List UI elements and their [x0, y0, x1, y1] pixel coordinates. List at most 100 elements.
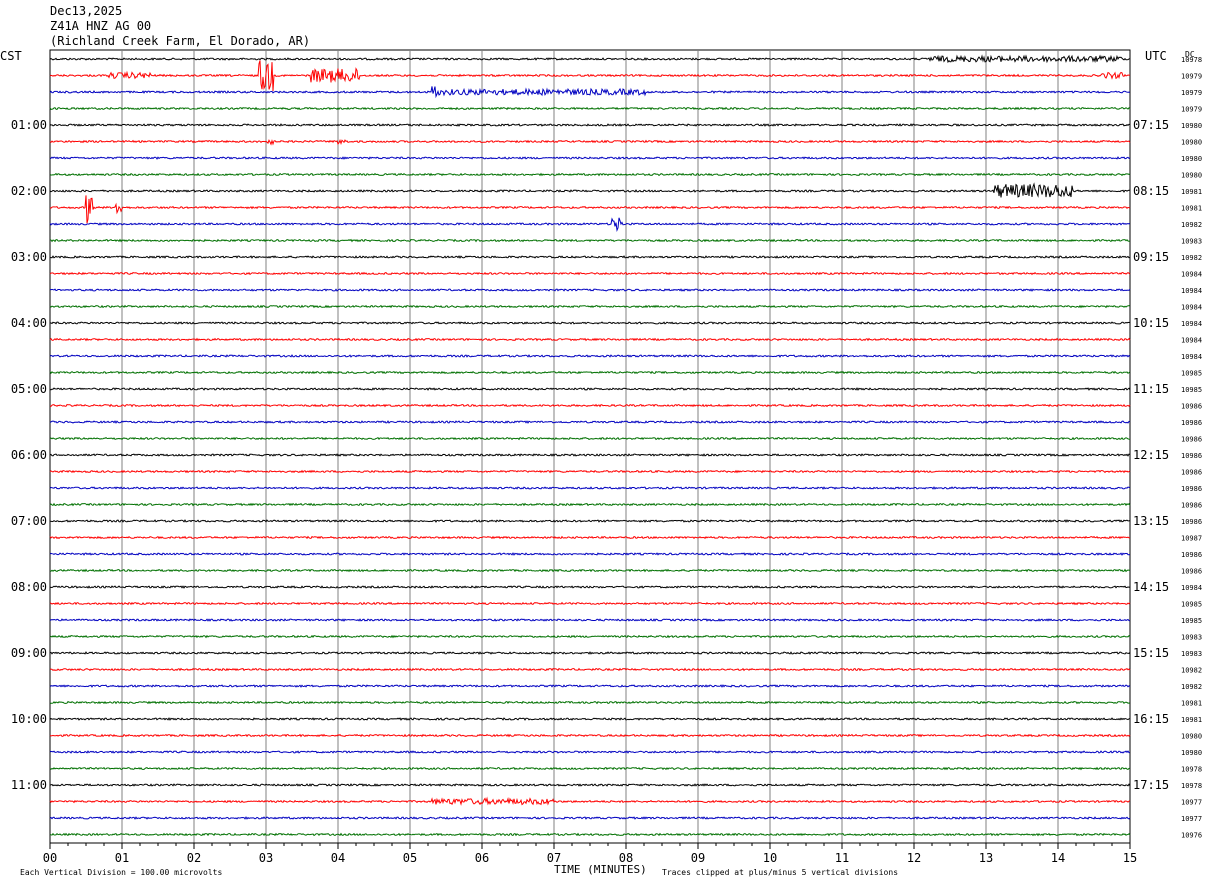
- trace-46: [49, 816, 1131, 820]
- trace-5: [49, 139, 1131, 146]
- dc-value-label: 10984: [1181, 337, 1202, 345]
- trace-29: [49, 535, 1131, 540]
- dc-value-label: 10981: [1181, 716, 1202, 724]
- trace-21: [49, 403, 1131, 408]
- dc-header-label: DC: [1185, 50, 1195, 59]
- left-timezone-label: CST: [0, 49, 22, 63]
- trace-19: [49, 370, 1131, 375]
- x-tick-label: 15: [1123, 851, 1137, 865]
- trace-26: [49, 486, 1131, 490]
- dc-value-label: 10979: [1181, 106, 1202, 114]
- right-hour-label: 11:15: [1133, 382, 1169, 396]
- dc-value-label: 10986: [1181, 551, 1202, 559]
- dc-value-label: 10979: [1181, 89, 1202, 97]
- x-axis: 00 01 02 03 04 05 06 07 08 09 10 11 12 13 14 15: [43, 842, 1137, 865]
- left-hour-label: 09:00: [11, 646, 47, 660]
- dc-value-label: 10985: [1181, 617, 1202, 625]
- dc-value-label: 10986: [1181, 403, 1202, 411]
- x-tick-label: 06: [475, 851, 489, 865]
- trace-3: [49, 106, 1131, 111]
- dc-value-label: 10983: [1181, 238, 1202, 246]
- trace-11: [49, 238, 1131, 243]
- trace-9: [49, 195, 1131, 224]
- dc-value-label: 10981: [1181, 188, 1202, 196]
- dc-value-label: 10985: [1181, 370, 1202, 378]
- chart-title-location: (Richland Creek Farm, El Dorado, AR): [50, 34, 311, 48]
- trace-35: [49, 634, 1131, 639]
- dc-value-labels: 10978 10979 10979 10979 10980 10980 10980 10980…: [1181, 56, 1202, 840]
- dc-value-label: 10986: [1181, 485, 1202, 493]
- x-tick-label: 05: [403, 851, 417, 865]
- right-hour-label: 08:15: [1133, 184, 1169, 198]
- trace-28: [50, 519, 1131, 523]
- right-hour-label: 17:15: [1133, 778, 1169, 792]
- dc-value-label: 10984: [1181, 271, 1202, 279]
- left-hour-label: 06:00: [11, 448, 47, 462]
- trace-15: [49, 304, 1131, 309]
- x-tick-label: 08: [619, 851, 633, 865]
- x-tick-label: 03: [259, 851, 273, 865]
- x-tick-label: 02: [187, 851, 201, 865]
- dc-value-label: 10978: [1181, 782, 1202, 790]
- right-hour-labels: 07:15 08:15 09:15 10:15 11:15 12:15 13:15 14:15…: [1133, 118, 1169, 792]
- left-hour-label: 05:00: [11, 382, 47, 396]
- left-hour-label: 02:00: [11, 184, 47, 198]
- right-hour-label: 09:15: [1133, 250, 1169, 264]
- right-hour-label: 14:15: [1133, 580, 1169, 594]
- trace-23: [49, 436, 1131, 441]
- trace-33: [49, 601, 1131, 606]
- trace-10: [49, 217, 1131, 233]
- trace-0: [49, 54, 1131, 64]
- left-hour-labels: 01:00 02:00 03:00 04:00 05:00 06:00 07:00 08:00…: [11, 118, 47, 792]
- left-hour-label: 10:00: [11, 712, 47, 726]
- left-hour-label: 04:00: [11, 316, 47, 330]
- trace-27: [49, 502, 1131, 507]
- trace-12: [50, 255, 1131, 259]
- trace-22: [49, 420, 1131, 424]
- dc-value-label: 10977: [1181, 815, 1202, 823]
- dc-value-label: 10981: [1181, 205, 1202, 213]
- dc-value-label: 10987: [1181, 535, 1202, 543]
- trace-45: [49, 796, 1131, 806]
- right-hour-label: 10:15: [1133, 316, 1169, 330]
- dc-value-label: 10986: [1181, 419, 1202, 427]
- chart-title-date: Dec13,2025: [50, 4, 123, 18]
- trace-20: [49, 387, 1131, 391]
- dc-value-label: 10980: [1181, 122, 1202, 130]
- trace-24: [49, 453, 1131, 457]
- dc-value-label: 10978: [1181, 56, 1202, 64]
- trace-32: [49, 585, 1131, 589]
- dc-value-label: 10976: [1181, 832, 1202, 840]
- trace-40: [49, 717, 1131, 721]
- division-note: Each Vertical Division = 100.00 microvol…: [20, 868, 222, 877]
- right-hour-label: 07:15: [1133, 118, 1169, 132]
- left-hour-label: 07:00: [11, 514, 47, 528]
- trace-17: [49, 337, 1131, 342]
- trace-47: [49, 832, 1131, 837]
- dc-value-label: 10982: [1181, 683, 1202, 691]
- x-tick-label: 00: [43, 851, 57, 865]
- trace-4: [49, 123, 1131, 127]
- trace-8: [49, 182, 1130, 198]
- dc-value-label: 10981: [1181, 700, 1202, 708]
- dc-value-label: 10985: [1181, 386, 1202, 394]
- trace-30: [49, 552, 1130, 556]
- x-tick-label: 09: [691, 851, 705, 865]
- right-hour-label: 15:15: [1133, 646, 1169, 660]
- chart-title-station: Z41A HNZ AG 00: [50, 19, 152, 33]
- dc-value-label: 10985: [1181, 601, 1202, 609]
- left-hour-label: 03:00: [11, 250, 47, 264]
- trace-41: [49, 733, 1131, 738]
- x-tick-label: 12: [907, 851, 921, 865]
- dc-value-label: 10977: [1181, 799, 1202, 807]
- x-tick-label: 13: [979, 851, 993, 865]
- trace-18: [49, 354, 1131, 358]
- clip-note: Traces clipped at plus/minus 5 vertical …: [662, 868, 898, 877]
- dc-value-label: 10986: [1181, 568, 1202, 576]
- trace-34: [49, 618, 1131, 622]
- dc-value-label: 10984: [1181, 353, 1202, 361]
- dc-value-label: 10986: [1181, 436, 1202, 444]
- dc-value-label: 10980: [1181, 733, 1202, 741]
- dc-value-label: 10980: [1181, 139, 1202, 147]
- x-tick-label: 11: [835, 851, 849, 865]
